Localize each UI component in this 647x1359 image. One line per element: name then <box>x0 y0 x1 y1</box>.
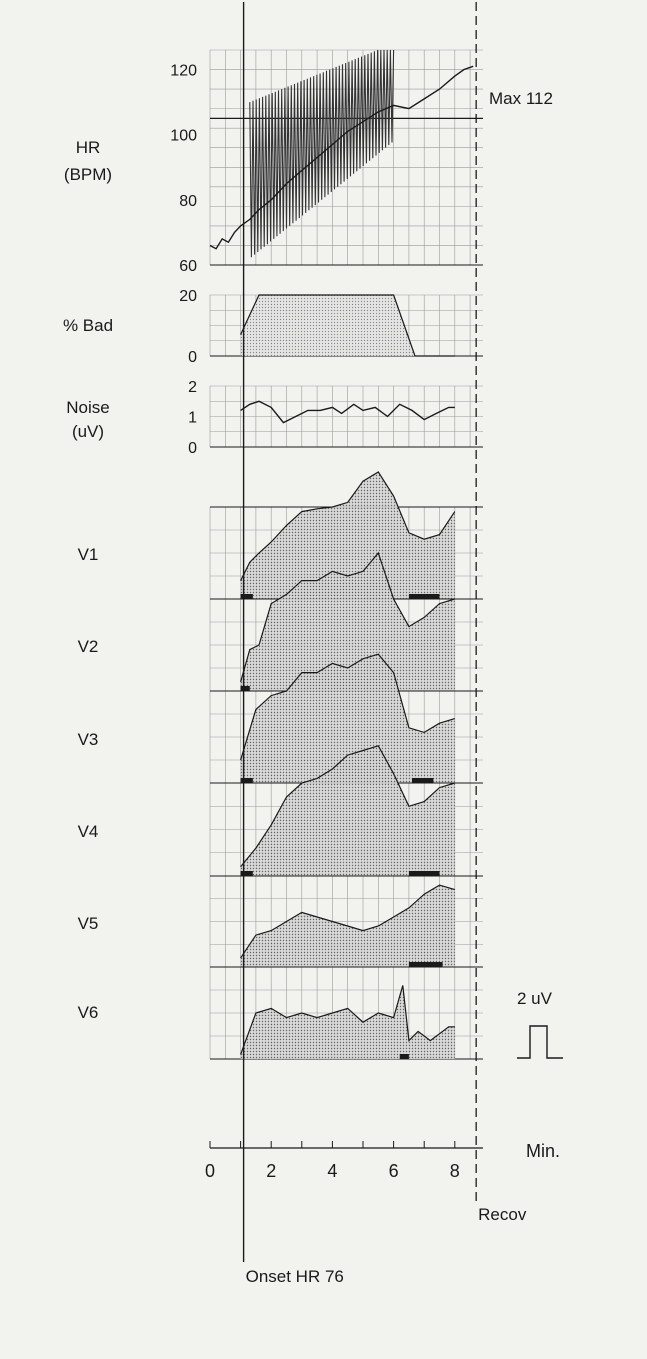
onset-label: Onset HR 76 <box>246 1267 344 1286</box>
x-tick-label: 6 <box>389 1161 399 1181</box>
panel-label-bad: % Bad <box>63 316 113 335</box>
y-tick-label: 120 <box>170 63 197 80</box>
y-tick-label: 20 <box>179 288 197 305</box>
event-markers: Onset HR 76 Recov <box>242 2 527 1286</box>
max-annotation: Max 112 <box>489 89 553 108</box>
y-tick-label: 60 <box>179 258 197 275</box>
hr-oscillation <box>249 49 395 258</box>
panel-noise: Noise (uV) 0 1 2 <box>66 379 483 457</box>
panel-bad: % Bad 0 20 <box>63 288 483 366</box>
scale-bar-pulse <box>517 1025 563 1059</box>
marker-bar <box>408 871 440 876</box>
marker-bar <box>240 871 253 876</box>
y-tick-label: 0 <box>188 440 197 457</box>
panel-V6: V6 <box>78 966 483 1060</box>
panel-label-V6: V6 <box>78 1003 99 1022</box>
marker-bar <box>240 686 250 691</box>
panel-V1: V1 <box>78 471 483 600</box>
area-line-bad <box>240 294 455 357</box>
recov-label: Recov <box>478 1205 527 1224</box>
marker-bar <box>408 962 443 967</box>
area-fill-bad <box>240 295 455 356</box>
panel-hr: HR (BPM) 60 80 100 120 Max 112 <box>64 49 553 275</box>
area-fill-V4 <box>240 745 455 876</box>
area-fill-V6 <box>240 985 455 1059</box>
x-tick-label: 8 <box>450 1161 460 1181</box>
marker-bar <box>399 1054 409 1059</box>
x-tick-label: 4 <box>327 1161 337 1181</box>
x-axis: 0 2 4 6 8 Min. <box>205 1141 560 1181</box>
x-tick-label: 2 <box>266 1161 276 1181</box>
panel-V3: V3 <box>78 653 483 784</box>
x-axis-label: Min. <box>526 1141 560 1161</box>
y-tick-label: 1 <box>188 410 197 427</box>
noise-line <box>240 400 455 424</box>
area-line-V2 <box>240 551 455 682</box>
marker-bar <box>240 778 253 783</box>
panel-label-V5: V5 <box>78 914 99 933</box>
scale-bar: 2 uV <box>517 989 563 1059</box>
area-fill-V3 <box>240 654 455 783</box>
marker-bar <box>408 594 440 599</box>
area-line-V1 <box>240 471 456 581</box>
panel-V5: V5 <box>78 875 483 968</box>
panel-label-V3: V3 <box>78 730 99 749</box>
panel-label-noise: (uV) <box>72 422 104 441</box>
y-tick-label: 100 <box>170 128 197 145</box>
area-line-V3 <box>240 653 455 761</box>
panel-label-V4: V4 <box>78 822 99 841</box>
marker-bar <box>411 778 434 783</box>
marker-bar <box>240 594 253 599</box>
scale-bar-label: 2 uV <box>517 989 553 1008</box>
area-fill-V1 <box>240 472 455 599</box>
panel-label-V2: V2 <box>78 637 99 656</box>
hr-trend-line <box>209 65 474 250</box>
panel-label-V1: V1 <box>78 545 99 564</box>
y-tick-label: 80 <box>179 193 197 210</box>
y-tick-label: 0 <box>188 349 197 366</box>
y-tick-label: 2 <box>188 379 197 396</box>
area-line-V5 <box>240 884 455 959</box>
panel-label-hr: HR <box>76 138 101 157</box>
grid-noise <box>209 385 483 448</box>
area-line-V6 <box>240 985 455 1055</box>
x-tick-label: 0 <box>205 1161 215 1181</box>
panel-label-noise: Noise <box>66 398 109 417</box>
panel-label-hr: (BPM) <box>64 165 112 184</box>
area-line-V4 <box>240 745 455 868</box>
